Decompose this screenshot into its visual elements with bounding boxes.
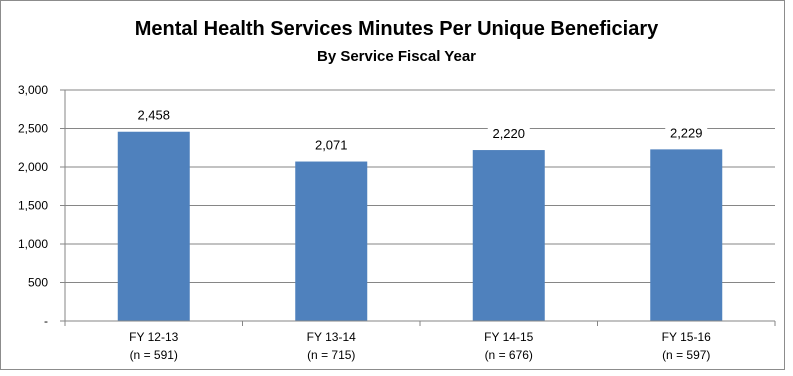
bar [472, 150, 545, 321]
data-label-bg [310, 136, 353, 155]
x-category-label: FY 13-14 [307, 330, 356, 344]
x-category-label: FY 14-15 [484, 330, 533, 344]
data-label: 2,229 [670, 125, 703, 140]
x-category-label: FY 12-13 [129, 330, 178, 344]
data-label: 2,071 [315, 138, 348, 153]
y-tick-label: - [44, 314, 48, 328]
data-label: 2,458 [137, 108, 170, 123]
data-label-bg [487, 125, 530, 144]
y-tick-label: 1,000 [18, 237, 48, 251]
data-labels: 2,458 2,071 2,220 2,229 [132, 106, 708, 155]
data-label: 2,220 [492, 126, 525, 141]
y-tick-label: 1,500 [18, 199, 48, 213]
y-tick-label: 2,500 [18, 122, 48, 136]
data-label-bg [665, 124, 708, 143]
x-axis: FY 12-13 (n = 591) FY 13-14 (n = 715) FY 14-… [64, 320, 776, 362]
x-category-sublabel: (n = 597) [662, 348, 710, 362]
data-label-bg [132, 106, 175, 125]
bar [650, 149, 723, 321]
chart-subtitle: By Service Fiscal Year [316, 48, 476, 65]
y-tick-label: 3,000 [18, 83, 48, 97]
bars [117, 131, 723, 321]
x-category-sublabel: (n = 676) [485, 348, 533, 362]
bar [117, 131, 190, 321]
x-category-label: FY 15-16 [662, 330, 711, 344]
y-tick-label: 500 [28, 276, 48, 290]
bar [295, 161, 368, 321]
x-category-sublabel: (n = 591) [130, 348, 178, 362]
chart-title: Mental Health Services Minutes Per Uniqu… [134, 18, 659, 40]
x-category-sublabel: (n = 715) [307, 348, 355, 362]
y-axis: - 500 1,000 1,500 2,000 2,500 3,000 [18, 83, 66, 328]
y-tick-label: 2,000 [18, 160, 48, 174]
